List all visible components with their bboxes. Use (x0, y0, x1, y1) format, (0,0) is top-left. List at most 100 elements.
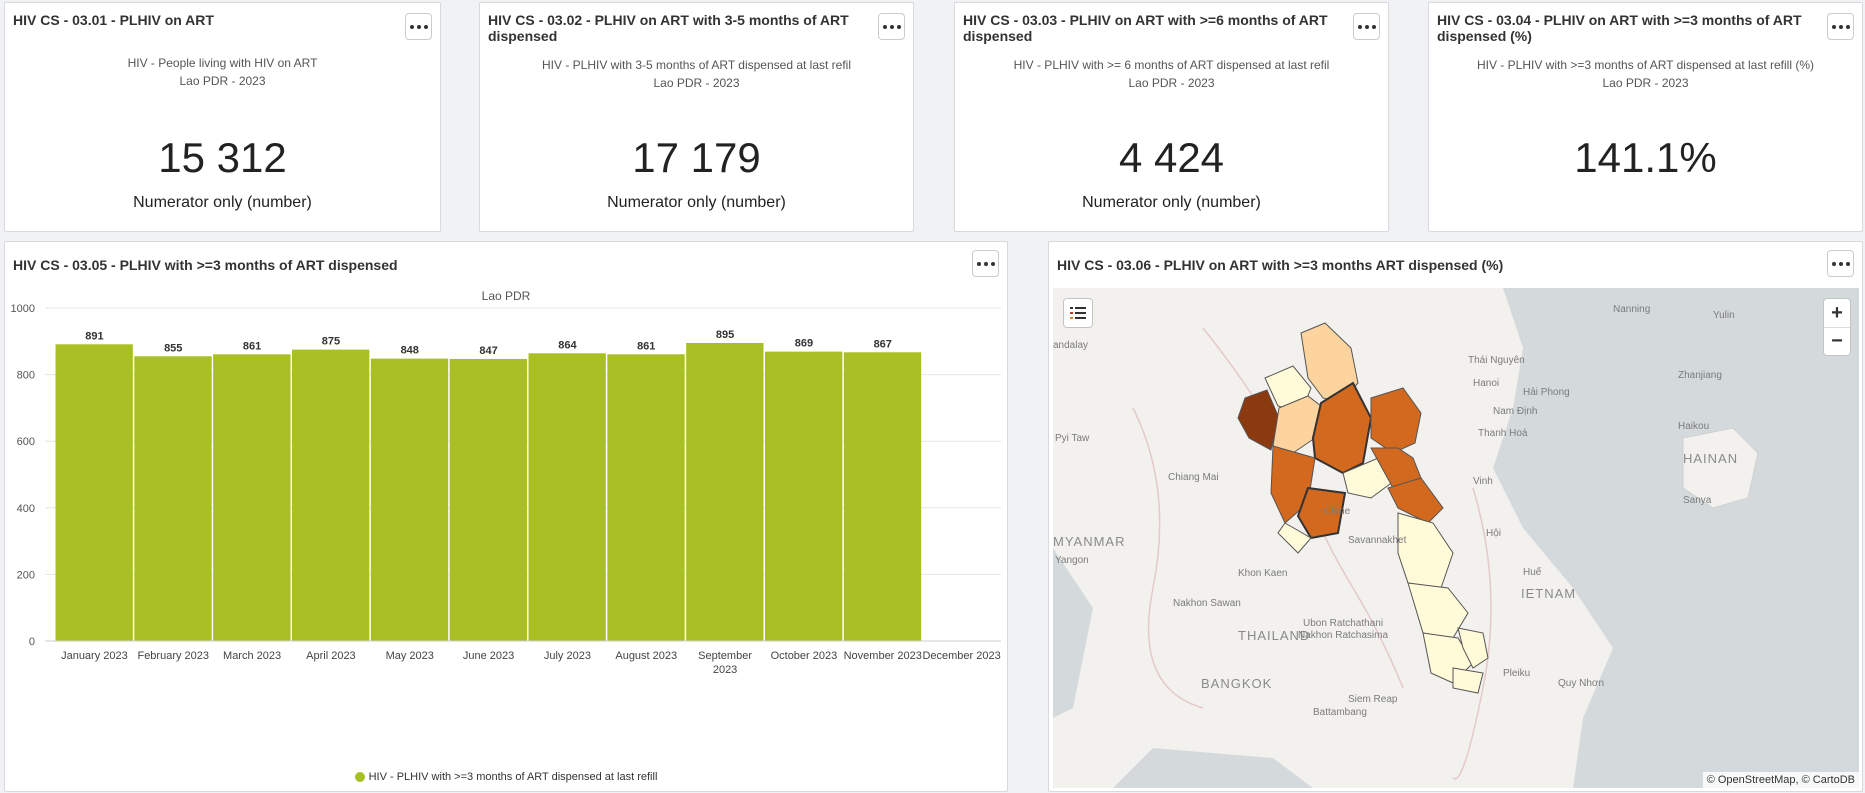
province-vientiane[interactable] (1296, 486, 1347, 540)
map-view[interactable]: Nanning Yulin Thái Nguyên Hanoi Hải Phon… (1053, 288, 1859, 788)
bar (686, 342, 764, 641)
x-tick-label: June 2023 (463, 650, 514, 662)
card-menu-button[interactable] (405, 13, 432, 40)
province-houaphanh[interactable] (1370, 387, 1422, 454)
bar (528, 353, 606, 641)
bar (134, 356, 212, 641)
card-menu-button[interactable] (1827, 13, 1854, 40)
province-bokeo[interactable] (1237, 389, 1280, 451)
map-label: Haikou (1678, 421, 1709, 432)
more-icon (1831, 261, 1850, 266)
map-label: Zhanjiang (1678, 370, 1722, 381)
y-tick-label: 0 (29, 636, 35, 648)
kpi-subtitle: HIV - PLHIV with >=3 months of ART dispe… (1476, 58, 1815, 72)
data-label: 855 (164, 342, 182, 354)
x-tick-label: November 2023 (844, 650, 922, 662)
province-khammouane[interactable] (1387, 477, 1444, 524)
data-label: 864 (558, 339, 577, 351)
more-icon (976, 261, 995, 266)
map-label: IETNAM (1521, 586, 1576, 601)
card-menu-button[interactable] (1353, 13, 1380, 40)
map-label: Huế (1523, 566, 1542, 578)
y-tick-label: 400 (17, 503, 35, 515)
x-tick-label: March 2023 (223, 650, 281, 662)
province-attapeu[interactable] (1452, 667, 1484, 694)
kpi-value: 141.1% (1574, 134, 1717, 181)
card-menu-button[interactable] (878, 13, 905, 40)
card-menu-button[interactable] (1827, 250, 1854, 277)
data-label: 848 (401, 345, 419, 357)
y-tick-label: 800 (17, 370, 35, 382)
legend-label: HIV - PLHIV with >=3 months of ART dispe… (368, 771, 658, 783)
card-title: HIV CS - 03.05 - PLHIV with >=3 months o… (13, 257, 398, 273)
x-tick-label: September (698, 650, 752, 662)
map-label: Hội (1486, 528, 1501, 539)
data-label: 891 (85, 330, 103, 342)
map-label: Thái Nguyên (1468, 355, 1525, 366)
x-tick-label: 2023 (713, 664, 737, 676)
bar-chart: 0 200 400 600 800 1000 891 January 2023 855 Febru… (11, 303, 1001, 676)
map-label: BANGKOK (1201, 676, 1272, 691)
zoom-control: + − (1823, 298, 1851, 356)
kpi-value: 15 312 (158, 134, 287, 181)
map-label: ntiane (1323, 506, 1351, 517)
zoom-out-button[interactable]: − (1824, 327, 1850, 355)
y-tick-label: 200 (17, 569, 35, 581)
map-label: MYANMAR (1053, 534, 1125, 549)
x-tick-label: October 2023 (771, 650, 838, 662)
map-label: Yulin (1713, 310, 1735, 321)
kpi-region: Lao PDR - 2023 (1602, 76, 1689, 90)
map-label: Pyi Taw (1055, 433, 1090, 444)
province-luang-prabang[interactable] (1311, 381, 1373, 475)
card-title: HIV CS - 03.02 - PLHIV on ART with 3-5 m… (488, 12, 849, 44)
map-canvas[interactable]: Nanning Yulin Thái Nguyên Hanoi Hải Phon… (1053, 288, 1859, 788)
map-attribution[interactable]: © OpenStreetMap, © CartoDB (1702, 772, 1859, 788)
map-label: Nam Định (1493, 406, 1537, 417)
kpi-note: Numerator only (number) (607, 194, 786, 211)
sea-area (1493, 288, 1859, 788)
kpi-card-plhiv-on-art: HIV CS - 03.01 - PLHIV on ART HIV - Peop… (4, 2, 441, 232)
bar (292, 349, 370, 641)
more-icon (1831, 24, 1850, 29)
map-label: Vinh (1473, 476, 1493, 487)
map-label: Ubon Ratchathani (1303, 618, 1383, 629)
kpi-region: Lao PDR - 2023 (1128, 76, 1215, 90)
map-label: Khon Kaen (1238, 568, 1288, 579)
y-tick-label: 600 (17, 436, 35, 448)
more-icon (882, 24, 901, 29)
data-label: 895 (716, 329, 734, 341)
gulf-area (1113, 748, 1313, 788)
bar (55, 344, 133, 641)
bay-area (1053, 548, 1093, 718)
province-savannakhet[interactable] (1397, 512, 1454, 589)
kpi-region: Lao PDR - 2023 (653, 76, 740, 90)
data-label: 847 (479, 345, 497, 357)
card-title: HIV CS - 03.06 - PLHIV on ART with >=3 m… (1057, 257, 1504, 273)
card-title: HIV CS - 03.01 - PLHIV on ART (13, 12, 214, 28)
border-line (1132, 407, 1204, 709)
legend-toggle-button[interactable] (1063, 298, 1093, 328)
data-label: 875 (322, 336, 340, 348)
map-label: andalay (1053, 340, 1088, 351)
map-card: HIV CS - 03.06 - PLHIV on ART with >=3 m… (1048, 241, 1863, 792)
map-label: Thanh Hoá (1478, 428, 1528, 439)
province-salavan[interactable] (1407, 582, 1469, 639)
kpi-value: 17 179 (632, 134, 761, 181)
x-tick-label: January 2023 (61, 650, 128, 662)
province-vientiane-capital[interactable] (1277, 522, 1312, 554)
data-label: 861 (637, 340, 655, 352)
map-label: Yangon (1055, 555, 1089, 566)
zoom-in-button[interactable]: + (1831, 301, 1843, 324)
map-label: Quy Nhơn (1558, 678, 1604, 689)
bar (607, 354, 685, 641)
data-label: 869 (795, 338, 813, 350)
map-label: Battambang (1313, 707, 1367, 718)
map-label: Savannakhet (1348, 535, 1407, 546)
x-tick-label: April 2023 (306, 650, 356, 662)
province-sekong[interactable] (1457, 627, 1489, 669)
kpi-subtitle: HIV - People living with HIV on ART (127, 56, 318, 70)
card-menu-button[interactable] (972, 250, 999, 277)
border-line (1452, 487, 1492, 780)
chart-subtitle: Lao PDR (481, 289, 531, 303)
chart-legend[interactable]: HIV - PLHIV with >=3 months of ART dispe… (5, 771, 1007, 783)
